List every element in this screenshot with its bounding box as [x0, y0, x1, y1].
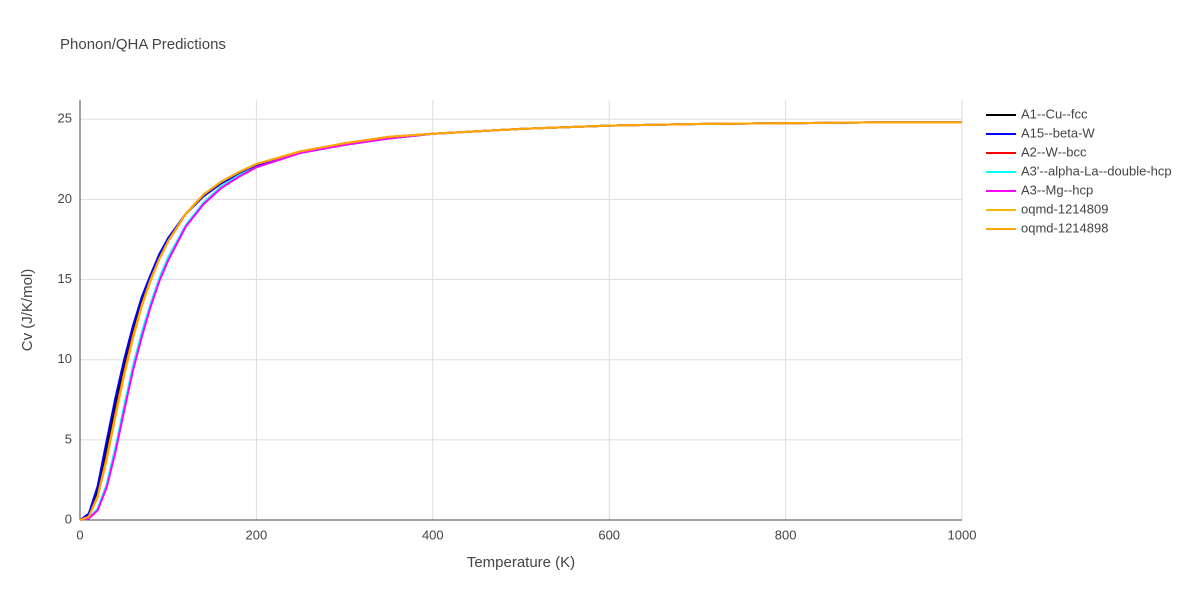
legend-label: oqmd-1214809 [1021, 201, 1108, 216]
series-line [79, 121, 962, 521]
series-line [79, 121, 962, 521]
y-tick-label: 0 [65, 511, 72, 526]
legend-label: A3'--alpha-La--double-hcp [1021, 163, 1172, 178]
y-tick-label: 20 [58, 191, 72, 206]
x-tick-label: 1000 [948, 527, 977, 542]
chart-title: Phonon/QHA Predictions [60, 36, 226, 53]
x-axis-title: Temperature (K) [467, 554, 575, 571]
legend-label: A3--Mg--hcp [1021, 182, 1093, 197]
series-line [79, 121, 962, 521]
x-tick-label: 0 [76, 527, 83, 542]
x-tick-label: 600 [598, 527, 620, 542]
y-axis-title: Cv (J/K/mol) [19, 269, 36, 352]
series-line [79, 121, 962, 521]
legend-label: oqmd-1214898 [1021, 220, 1108, 235]
x-tick-label: 800 [775, 527, 797, 542]
y-tick-label: 10 [58, 351, 72, 366]
legend-label: A1--Cu--fcc [1021, 106, 1088, 121]
y-tick-label: 25 [58, 111, 72, 126]
series-line [79, 121, 962, 521]
y-tick-label: 5 [65, 431, 72, 446]
x-tick-label: 200 [246, 527, 268, 542]
x-tick-label: 400 [422, 527, 444, 542]
legend-label: A15--beta-W [1021, 125, 1095, 140]
series-line [79, 121, 962, 521]
y-tick-label: 15 [58, 271, 72, 286]
legend-label: A2--W--bcc [1021, 144, 1087, 159]
series-line [79, 121, 962, 521]
